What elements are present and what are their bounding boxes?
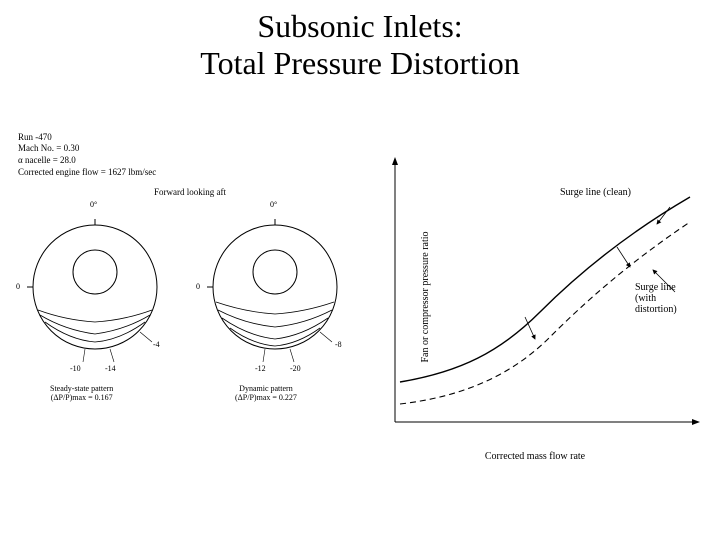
meta-mach: Mach No. = 0.30 — [18, 143, 156, 155]
c1-caption: Steady-state pattern (ΔP/P)max = 0.167 — [50, 384, 113, 402]
c2-cap1: Dynamic pattern — [235, 384, 297, 393]
c1-r3: -4 — [153, 340, 160, 349]
meta-run: Run -470 — [18, 132, 156, 144]
page-title: Subsonic Inlets: Total Pressure Distorti… — [0, 8, 720, 82]
dist-label: Surge line (with distortion) — [635, 282, 700, 315]
c2-left: 0 — [196, 282, 200, 291]
meta-alpha: α nacelle = 28.0 — [18, 155, 156, 167]
c2-r1: -12 — [255, 364, 266, 373]
c1-left: 0 — [16, 282, 20, 291]
c1-cap2: (ΔP/P)max = 0.167 — [50, 393, 113, 402]
c2-top: 0° — [270, 200, 277, 209]
surge-chart: Fan or compressor pressure ratio Correct… — [370, 152, 700, 442]
c1-r2: -14 — [105, 364, 116, 373]
title-line-2: Total Pressure Distortion — [200, 45, 520, 81]
title-line-1: Subsonic Inlets: — [257, 8, 462, 44]
clean-label: Surge line (clean) — [560, 187, 631, 198]
c2-cap2: (ΔP/P)max = 0.227 — [235, 393, 297, 402]
c1-cap1: Steady-state pattern — [50, 384, 113, 393]
contour-plots: Forward looking aft 0° 0 -10 -14 -4 Stea… — [10, 192, 370, 412]
forward-label: Forward looking aft — [70, 187, 310, 197]
c2-caption: Dynamic pattern (ΔP/P)max = 0.227 — [235, 384, 297, 402]
c2-r2: -20 — [290, 364, 301, 373]
c1-r1: -10 — [70, 364, 81, 373]
meta-flow: Corrected engine flow = 1627 lbm/sec — [18, 167, 156, 179]
c1-top: 0° — [90, 200, 97, 209]
run-metadata: Run -470 Mach No. = 0.30 α nacelle = 28.… — [18, 132, 156, 179]
c2-r3: -8 — [335, 340, 342, 349]
y-axis-label: Fan or compressor pressure ratio — [420, 231, 431, 362]
content-area: Run -470 Mach No. = 0.30 α nacelle = 28.… — [0, 92, 720, 512]
x-axis-label: Corrected mass flow rate — [485, 451, 585, 462]
